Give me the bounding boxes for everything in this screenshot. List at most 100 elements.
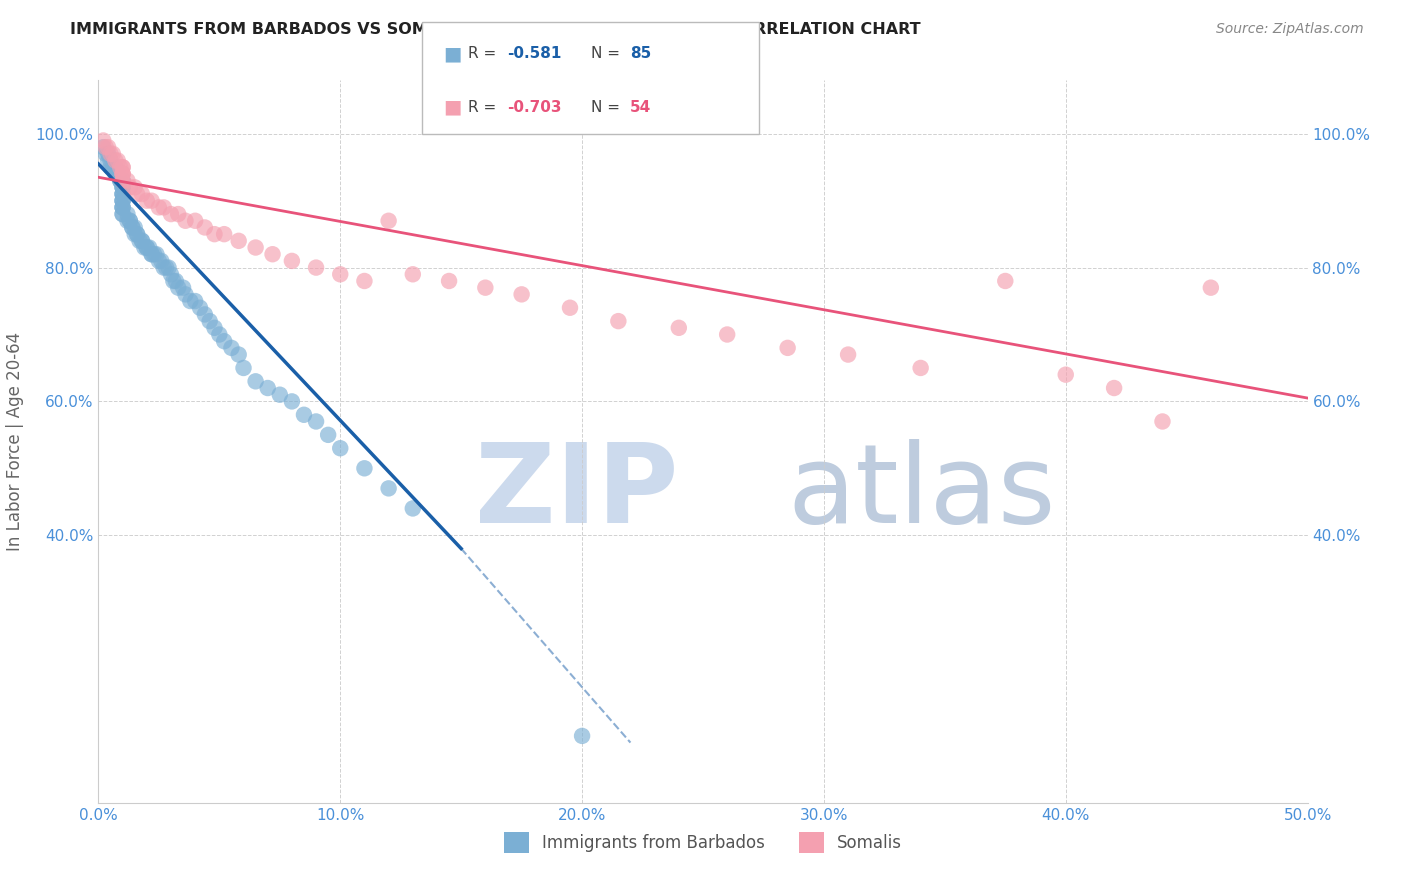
Point	[155, 260, 177, 275]
Point	[111, 180, 134, 194]
Point	[111, 194, 134, 208]
Point	[111, 173, 134, 188]
Point	[97, 140, 120, 154]
Point	[131, 234, 153, 248]
Point	[245, 375, 267, 389]
Point	[94, 140, 117, 154]
Legend: Immigrants from Barbados, Somalis: Immigrants from Barbados, Somalis	[498, 826, 908, 860]
Point	[91, 140, 114, 154]
Point	[150, 254, 173, 268]
Point	[141, 247, 163, 261]
Point	[353, 461, 375, 475]
Point	[179, 294, 201, 309]
Point	[305, 414, 328, 429]
Point	[111, 201, 134, 215]
Point	[194, 307, 217, 322]
Point	[221, 341, 243, 355]
Text: ■: ■	[443, 44, 461, 63]
Point	[111, 180, 134, 194]
Text: ZIP: ZIP	[475, 439, 679, 546]
Point	[124, 180, 146, 194]
Point	[108, 173, 131, 188]
Point	[101, 161, 124, 175]
Point	[111, 194, 134, 208]
Point	[124, 220, 146, 235]
Point	[194, 220, 217, 235]
Point	[167, 207, 190, 221]
Point	[148, 254, 170, 268]
Point	[316, 427, 339, 442]
Point	[121, 220, 143, 235]
Point	[111, 167, 134, 181]
Y-axis label: In Labor Force | Age 20-64: In Labor Force | Age 20-64	[7, 332, 24, 551]
Point	[152, 201, 174, 215]
Point	[188, 301, 211, 315]
Point	[994, 274, 1017, 288]
Point	[91, 134, 114, 148]
Point	[111, 201, 134, 215]
Text: atlas: atlas	[787, 439, 1056, 546]
Point	[138, 241, 160, 255]
Point	[111, 167, 134, 181]
Point	[111, 187, 134, 202]
Point	[111, 207, 134, 221]
Point	[104, 167, 127, 181]
Point	[228, 234, 250, 248]
Point	[135, 241, 157, 255]
Point	[121, 220, 143, 235]
Point	[204, 321, 226, 335]
Point	[256, 381, 278, 395]
Point	[837, 348, 859, 362]
Point	[111, 167, 134, 181]
Point	[305, 260, 328, 275]
Point	[111, 187, 134, 202]
Point	[107, 167, 129, 181]
Text: R =: R =	[468, 46, 502, 61]
Point	[118, 180, 141, 194]
Point	[108, 173, 131, 188]
Point	[127, 227, 149, 242]
Point	[212, 334, 235, 349]
Point	[281, 394, 304, 409]
Point	[1199, 281, 1222, 295]
Point	[571, 729, 593, 743]
Point	[329, 442, 352, 455]
Text: 85: 85	[630, 46, 651, 61]
Text: Source: ZipAtlas.com: Source: ZipAtlas.com	[1216, 22, 1364, 37]
Point	[141, 194, 163, 208]
Point	[245, 241, 267, 255]
Point	[131, 234, 153, 248]
Point	[184, 294, 207, 309]
Point	[104, 161, 127, 175]
Point	[160, 268, 183, 282]
Point	[143, 247, 166, 261]
Text: IMMIGRANTS FROM BARBADOS VS SOMALI IN LABOR FORCE | AGE 20-64 CORRELATION CHART: IMMIGRANTS FROM BARBADOS VS SOMALI IN LA…	[70, 22, 921, 38]
Point	[292, 408, 315, 422]
Point	[108, 161, 131, 175]
Point	[152, 260, 174, 275]
Point	[162, 274, 184, 288]
Point	[117, 173, 139, 188]
Point	[111, 207, 134, 221]
Point	[174, 287, 197, 301]
Point	[100, 153, 122, 168]
Point	[111, 180, 134, 194]
Text: 54: 54	[630, 100, 651, 114]
Point	[100, 161, 122, 175]
Point	[208, 327, 231, 342]
Point	[134, 241, 156, 255]
Point	[160, 207, 183, 221]
Text: -0.703: -0.703	[508, 100, 562, 114]
Point	[118, 214, 141, 228]
Text: N =: N =	[591, 100, 624, 114]
Point	[101, 147, 124, 161]
Point	[145, 247, 167, 261]
Point	[558, 301, 581, 315]
Point	[111, 173, 134, 188]
Point	[117, 207, 139, 221]
Point	[97, 153, 120, 168]
Point	[131, 187, 153, 202]
Point	[111, 161, 134, 175]
Point	[198, 314, 221, 328]
Point	[118, 214, 141, 228]
